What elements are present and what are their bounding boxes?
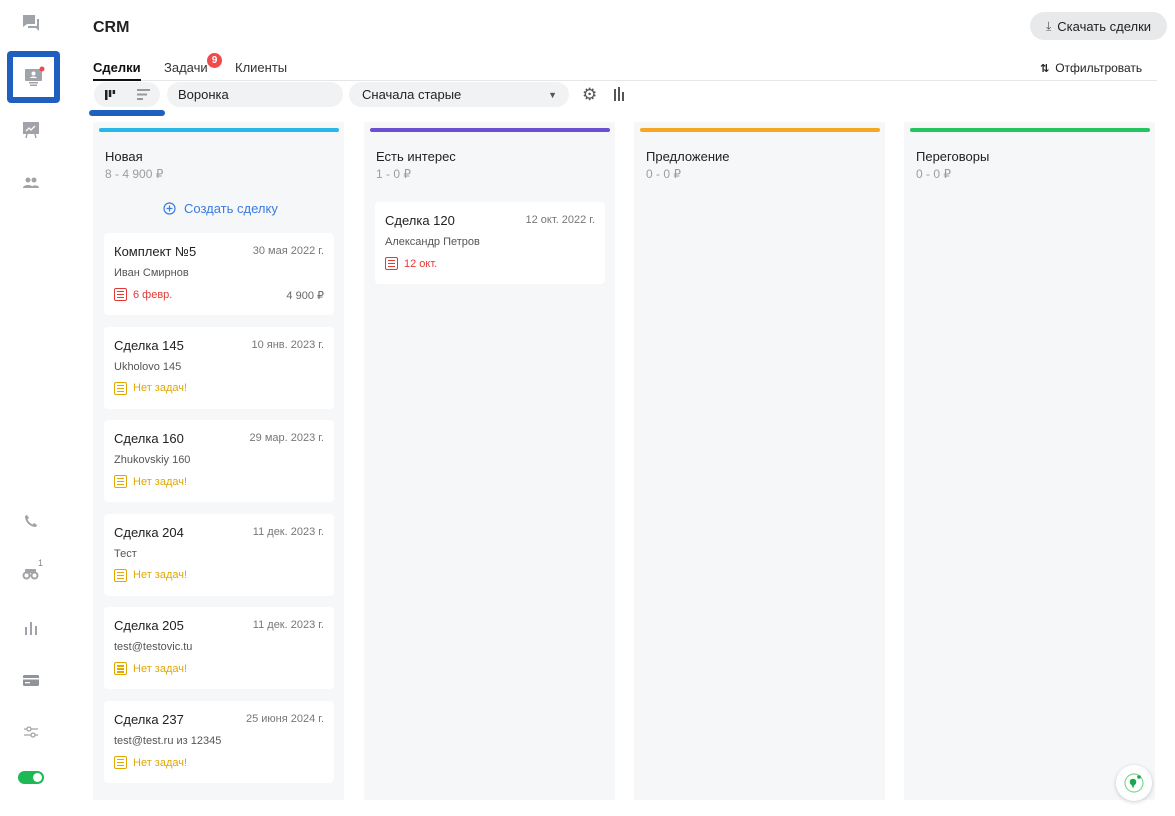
column-color-bar bbox=[370, 128, 610, 132]
tab-deals[interactable]: Сделки bbox=[93, 60, 141, 81]
page-title: CRM bbox=[93, 19, 130, 36]
download-icon: ⤓ bbox=[1045, 18, 1052, 33]
column-1: Есть интерес 1 - 0 ₽ Сделка 120 12 окт. … bbox=[364, 122, 615, 800]
column-name: Предложение bbox=[646, 149, 730, 164]
deal-task: Нет задач! bbox=[133, 382, 188, 395]
deal-card[interactable]: Сделка 120 12 окт. 2022 г. Александр Пет… bbox=[375, 202, 605, 284]
sidebar-item-crm[interactable] bbox=[7, 51, 60, 103]
column-color-bar bbox=[640, 128, 880, 132]
deal-card[interactable]: Сделка 237 25 июня 2024 г. test@test.ru … bbox=[104, 701, 334, 783]
deal-card[interactable]: Сделка 205 11 дек. 2023 г. test@testovic… bbox=[104, 607, 334, 690]
deal-card[interactable]: Сделка 204 11 дек. 2023 г. Тест Нет зада… bbox=[104, 513, 334, 596]
presentation-icon[interactable] bbox=[20, 119, 42, 141]
plus-circle-icon bbox=[163, 202, 176, 215]
tab-clients[interactable]: Клиенты bbox=[235, 60, 288, 75]
help-button[interactable] bbox=[1116, 765, 1152, 801]
deal-date: 11 дек. 2023 г. bbox=[252, 619, 324, 632]
deal-task: Нет задач! bbox=[133, 756, 188, 769]
deal-client: Александр Петров bbox=[385, 236, 480, 248]
deal-title: Сделка 204 bbox=[114, 524, 184, 540]
deal-title: Комплект №5 bbox=[114, 244, 197, 259]
chart-icon[interactable] bbox=[20, 617, 42, 639]
list-view-icon[interactable] bbox=[136, 89, 150, 100]
tab-tasks[interactable]: Задачи bbox=[164, 60, 208, 75]
deal-client: test@testovic.tu bbox=[114, 641, 193, 654]
deal-client: Ukholovo 145 bbox=[114, 360, 182, 373]
deal-date: 29 мар. 2023 г. bbox=[249, 432, 324, 445]
phone-icon[interactable] bbox=[20, 510, 42, 532]
deal-client: Тест bbox=[114, 547, 137, 560]
deal-client: Иван Смирнов bbox=[114, 267, 189, 279]
download-deals-button[interactable]: ⤓ Скачать сделки bbox=[1030, 12, 1167, 40]
deal-task: Нет задач! bbox=[133, 569, 188, 582]
settings-sliders-icon[interactable] bbox=[20, 721, 42, 743]
column-summary: 0 - 0 ₽ bbox=[646, 167, 681, 181]
create-deal-button[interactable]: Создать сделку bbox=[163, 201, 278, 216]
task-icon bbox=[385, 257, 398, 270]
help-bulb-icon bbox=[1124, 773, 1144, 793]
deal-task: Нет задач! bbox=[133, 475, 188, 488]
column-name: Новая bbox=[105, 149, 143, 164]
deal-date: 10 янв. 2023 г. bbox=[251, 338, 324, 351]
theme-toggle[interactable] bbox=[18, 771, 44, 784]
crm-icon bbox=[24, 66, 44, 86]
task-icon bbox=[114, 662, 127, 676]
deal-task: 12 окт. bbox=[404, 257, 438, 270]
deal-date: 30 мая 2022 г. bbox=[252, 245, 324, 257]
view-switcher bbox=[94, 82, 160, 107]
sort-select[interactable]: Сначала старые ▼ bbox=[349, 82, 569, 107]
deal-task: 6 февр. bbox=[133, 288, 173, 301]
task-icon bbox=[114, 288, 127, 301]
task-icon bbox=[114, 756, 127, 769]
deal-card[interactable]: Комплект №5 30 мая 2022 г. Иван Смирнов … bbox=[104, 233, 334, 315]
deal-amount: 4 900 ₽ bbox=[286, 290, 324, 302]
deal-task: Нет задач! bbox=[133, 662, 188, 675]
task-icon bbox=[114, 568, 127, 582]
tabs: Сделки Задачи Клиенты bbox=[93, 60, 1157, 81]
stats-icon[interactable] bbox=[613, 87, 627, 101]
deal-date: 25 июня 2024 г. bbox=[245, 713, 324, 725]
deal-title: Сделка 205 bbox=[114, 618, 184, 634]
gear-icon[interactable]: ⚙ bbox=[582, 85, 598, 104]
deal-client: Zhukovskiy 160 bbox=[114, 454, 191, 467]
task-icon bbox=[114, 475, 127, 489]
kanban-view-icon[interactable] bbox=[104, 89, 116, 101]
column-name: Есть интерес bbox=[376, 149, 456, 164]
deal-card[interactable]: Сделка 160 29 мар. 2023 г. Zhukovskiy 16… bbox=[104, 420, 334, 503]
deal-title: Сделка 120 bbox=[385, 213, 455, 228]
filter-icon: ⇅ bbox=[1040, 62, 1050, 75]
card-icon[interactable] bbox=[20, 669, 42, 691]
deal-client: test@test.ru из 12345 bbox=[114, 735, 222, 747]
column-name: Переговоры bbox=[916, 149, 990, 164]
filter-button[interactable]: ⇅ Отфильтровать bbox=[1040, 61, 1143, 75]
task-icon bbox=[114, 381, 127, 395]
binoculars-badge: 1 bbox=[38, 558, 44, 568]
column-3: Переговоры 0 - 0 ₽ bbox=[904, 122, 1155, 800]
chevron-down-icon: ▼ bbox=[548, 89, 557, 100]
users-icon[interactable] bbox=[20, 172, 42, 194]
column-summary: 1 - 0 ₽ bbox=[376, 167, 411, 181]
column-summary: 8 - 4 900 ₽ bbox=[105, 167, 164, 181]
deal-title: Сделка 160 bbox=[114, 431, 184, 447]
active-view-indicator bbox=[89, 110, 165, 116]
deal-title: Сделка 237 bbox=[114, 712, 184, 727]
tasks-badge: 9 bbox=[207, 53, 222, 68]
column-color-bar bbox=[910, 128, 1150, 132]
funnel-select[interactable]: Воронка bbox=[167, 82, 343, 107]
column-2: Предложение 0 - 0 ₽ bbox=[634, 122, 885, 800]
column-color-bar bbox=[99, 128, 339, 132]
column-0: Новая 8 - 4 900 ₽ Создать сделку Комплект… bbox=[93, 122, 344, 800]
column-summary: 0 - 0 ₽ bbox=[916, 167, 951, 181]
binoculars-icon[interactable]: 1 bbox=[20, 558, 43, 584]
deal-card[interactable]: Сделка 145 10 янв. 2023 г. Ukholovo 145 … bbox=[104, 326, 334, 409]
deal-title: Сделка 145 bbox=[114, 337, 184, 353]
chat-icon[interactable] bbox=[20, 12, 42, 34]
deal-date: 12 окт. 2022 г. bbox=[525, 214, 595, 226]
deal-date: 11 дек. 2023 г. bbox=[252, 525, 324, 538]
